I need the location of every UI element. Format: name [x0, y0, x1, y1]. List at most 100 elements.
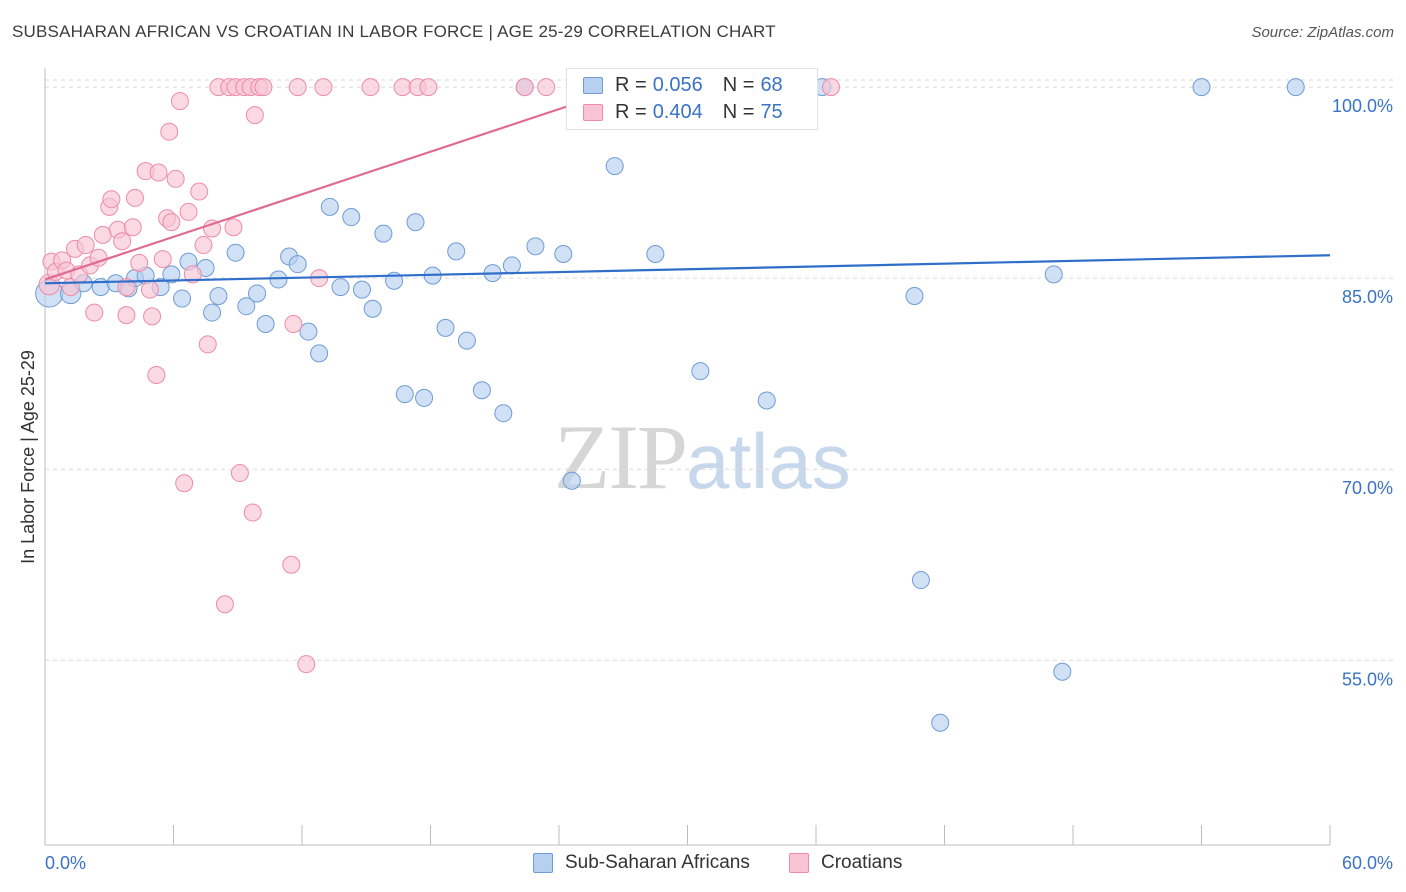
point-subsaharan: [757, 391, 776, 410]
point-croatians: [198, 335, 217, 354]
series-label-croatians: Croatians: [821, 852, 903, 873]
legend-r-label: R =: [615, 73, 647, 96]
point-croatians: [215, 595, 234, 614]
source-label: Source: ZipAtlas.com: [1251, 24, 1394, 41]
point-subsaharan: [905, 287, 924, 306]
point-croatians: [288, 78, 307, 97]
point-croatians: [194, 236, 213, 255]
point-subsaharan: [1044, 265, 1063, 284]
point-croatians: [361, 78, 380, 97]
point-subsaharan: [691, 362, 710, 381]
series-legend-croatians[interactable]: Croatians: [789, 852, 902, 874]
point-subsaharan: [447, 242, 466, 261]
point-croatians: [93, 225, 112, 244]
point-subsaharan: [562, 471, 581, 490]
point-croatians: [821, 78, 840, 97]
trendline-croatians: [44, 79, 646, 281]
chart-title: SUBSAHARAN AFRICAN VS CROATIAN IN LABOR …: [12, 22, 776, 41]
point-croatians: [515, 78, 534, 97]
point-croatians: [175, 474, 194, 493]
watermark-atlas: atlas: [686, 417, 851, 505]
watermark: ZIPatlas: [554, 404, 851, 510]
point-subsaharan: [363, 299, 382, 318]
legend-row-subsaharan: R = 0.056 N = 68: [583, 73, 783, 97]
legend-n-label: N =: [722, 100, 755, 123]
watermark-zip: ZIP: [554, 406, 688, 508]
point-subsaharan: [472, 381, 491, 400]
y-tick-label: 70.0%: [1342, 478, 1393, 498]
stats-legend: R = 0.056 N = 68 R = 0.404 N = 75: [566, 68, 818, 130]
point-croatians: [393, 78, 412, 97]
point-subsaharan: [269, 270, 288, 289]
point-croatians: [166, 169, 185, 188]
point-subsaharan: [173, 289, 192, 308]
point-croatians: [160, 122, 179, 141]
point-croatians: [203, 219, 222, 238]
point-subsaharan: [646, 244, 665, 263]
point-croatians: [85, 303, 104, 322]
point-subsaharan: [352, 280, 371, 299]
legend-r-value-subsaharan: 0.056: [652, 73, 703, 96]
point-subsaharan: [526, 237, 545, 256]
point-croatians: [254, 78, 273, 97]
point-subsaharan: [457, 331, 476, 350]
y-tick-label: 100.0%: [1332, 96, 1393, 116]
series-legend: Sub-Saharan Africans Croatians: [0, 852, 1406, 876]
y-axis-title: In Labor Force | Age 25-29: [18, 350, 38, 564]
point-subsaharan: [342, 208, 361, 227]
point-subsaharan: [415, 388, 434, 407]
series-label-subsaharan: Sub-Saharan Africans: [565, 852, 750, 873]
point-subsaharan: [436, 318, 455, 337]
legend-n-value-subsaharan: 68: [760, 73, 783, 96]
point-croatians: [224, 218, 243, 237]
point-croatians: [179, 202, 198, 221]
point-croatians: [153, 250, 172, 269]
point-subsaharan: [554, 244, 573, 263]
point-croatians: [149, 163, 168, 182]
point-subsaharan: [605, 157, 624, 176]
y-tick-label: 85.0%: [1342, 287, 1393, 307]
point-subsaharan: [226, 243, 245, 262]
point-croatians: [297, 655, 316, 674]
point-croatians: [140, 280, 159, 299]
point-subsaharan: [1192, 78, 1211, 97]
point-croatians: [314, 78, 333, 97]
legend-swatch-croatians: [583, 103, 603, 121]
point-croatians: [243, 503, 262, 522]
point-croatians: [282, 555, 301, 574]
point-croatians: [245, 106, 264, 125]
point-croatians: [190, 182, 209, 201]
point-croatians: [147, 365, 166, 384]
legend-n-value-croatians: 75: [760, 100, 783, 123]
trendline-subsaharan: [44, 254, 1331, 285]
y-tick-label: 55.0%: [1342, 669, 1393, 689]
point-subsaharan: [299, 322, 318, 341]
point-subsaharan: [248, 284, 267, 303]
point-subsaharan: [1053, 662, 1072, 681]
point-subsaharan: [209, 287, 228, 306]
point-croatians: [183, 265, 202, 284]
point-subsaharan: [288, 255, 307, 274]
series-swatch-subsaharan: [533, 853, 553, 873]
legend-r-label: R =: [615, 100, 647, 123]
point-croatians: [284, 315, 303, 334]
point-croatians: [130, 253, 149, 272]
legend-n-label: N =: [722, 73, 755, 96]
x-tick-label: 0.0%: [45, 853, 86, 873]
point-croatians: [537, 78, 556, 97]
legend-row-croatians: R = 0.404 N = 75: [583, 100, 783, 124]
series-legend-subsaharan[interactable]: Sub-Saharan Africans: [533, 852, 750, 874]
point-croatians: [230, 464, 249, 483]
point-croatians: [125, 188, 144, 207]
x-tick-label: 60.0%: [1342, 853, 1393, 873]
point-subsaharan: [374, 224, 393, 243]
point-subsaharan: [162, 265, 181, 284]
series-swatch-croatians: [789, 853, 809, 873]
point-subsaharan: [256, 315, 275, 334]
point-croatians: [113, 232, 132, 251]
point-croatians: [76, 236, 95, 255]
point-croatians: [102, 190, 121, 209]
point-subsaharan: [331, 278, 350, 297]
point-subsaharan: [320, 197, 339, 216]
